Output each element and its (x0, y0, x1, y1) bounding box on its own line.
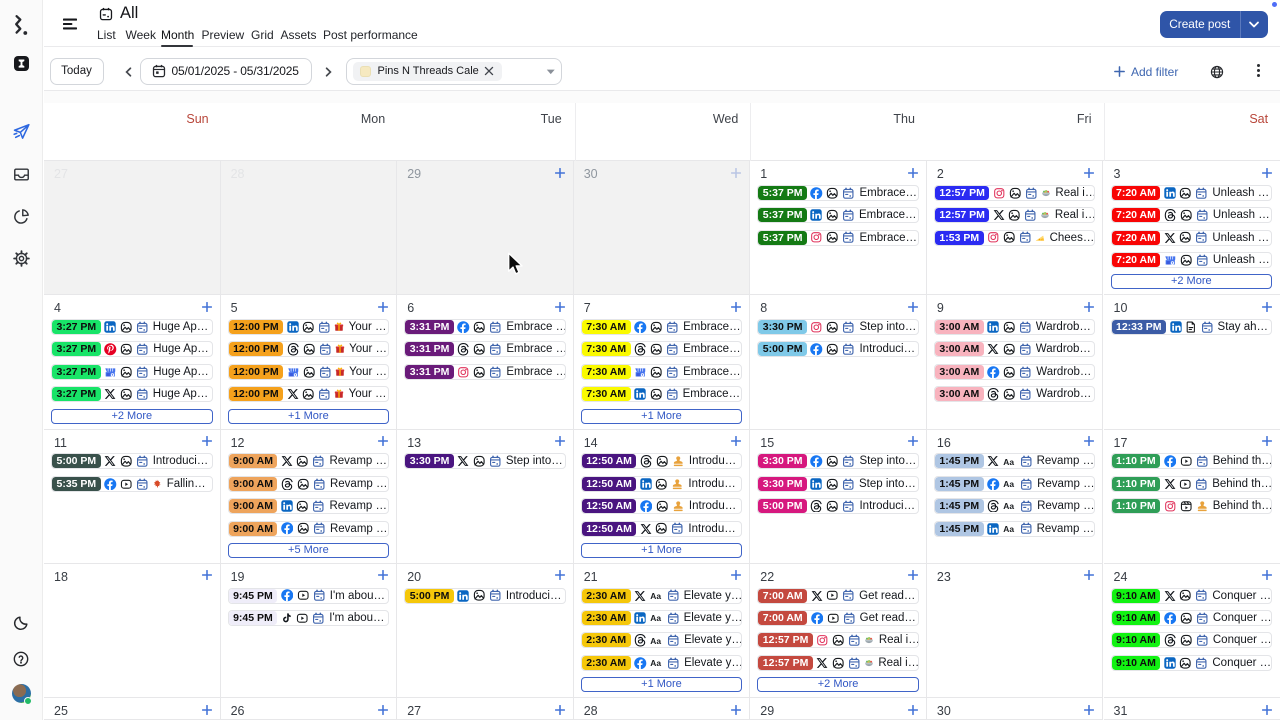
svg-text:Aa: Aa (1003, 479, 1014, 489)
svg-text:Aa: Aa (1003, 524, 1014, 534)
svg-text:Aa: Aa (650, 591, 661, 601)
svg-text:Aa: Aa (650, 658, 661, 668)
svg-text:Aa: Aa (650, 636, 661, 646)
svg-text:Aa: Aa (650, 613, 661, 623)
svg-text:Aa: Aa (1003, 456, 1014, 466)
svg-text:Aa: Aa (1003, 501, 1014, 511)
